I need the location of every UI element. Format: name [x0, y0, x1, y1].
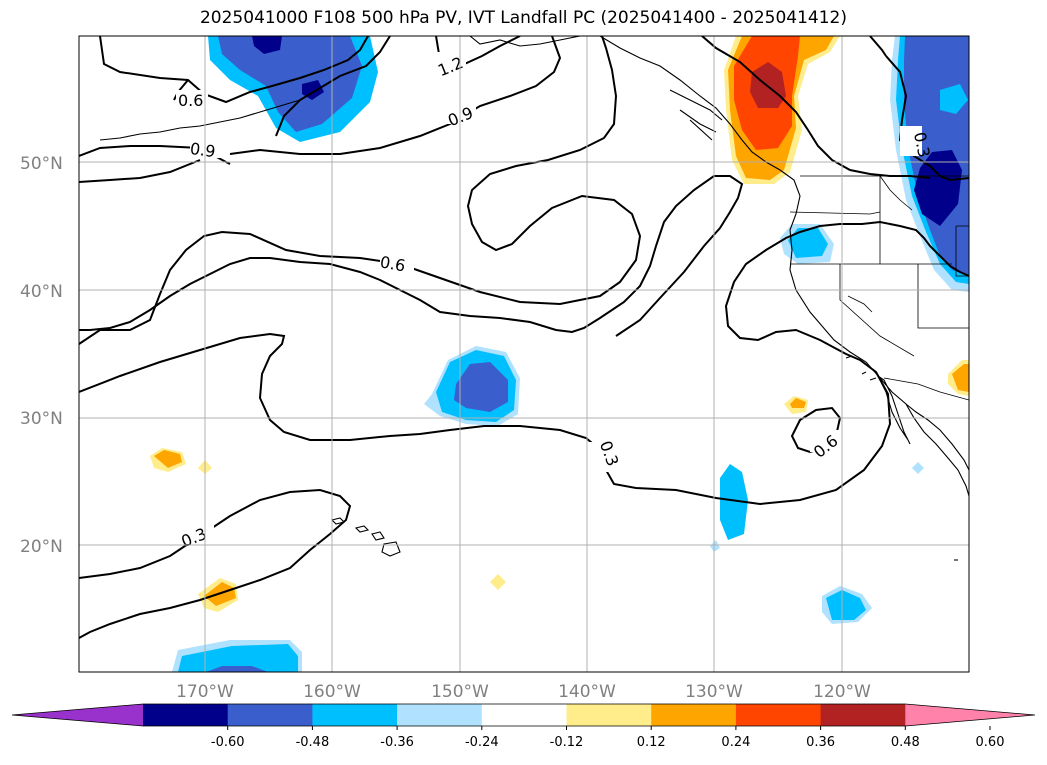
lon-label-170w: 170°W: [176, 682, 234, 702]
positive-anomaly-d: [490, 574, 506, 590]
contour-0-6-east-tail: [869, 36, 887, 57]
political-borders: [789, 175, 969, 401]
lat-label-30n: 30°N: [20, 409, 63, 429]
state-border-wa-or: [789, 211, 881, 215]
pv-anomaly-fills: [150, 36, 969, 672]
negative-anomaly-aleutian-core: [218, 36, 362, 132]
lon-label-160w: 160°W: [303, 682, 361, 702]
latitude-labels: 50°N 40°N 30°N 20°N: [20, 154, 63, 557]
colorbar-segment: [397, 704, 483, 726]
contour-0-6-nw: [99, 36, 369, 104]
sierra-detail: [847, 295, 873, 313]
contour-label-0-9-b: 0.9: [189, 139, 217, 161]
colorbar-segment: [735, 704, 822, 726]
lat-label-40n: 40°N: [20, 282, 63, 302]
aleutian-chain: [99, 99, 301, 141]
map-frame: [78, 35, 970, 673]
us-mexico-border: [883, 377, 969, 401]
lat-label-50n: 50°N: [20, 154, 63, 174]
negative-anomaly-east-cyan-hole: [940, 84, 968, 114]
colorbar-segment: [227, 704, 313, 726]
negative-anomaly-central-core: [454, 362, 508, 412]
contour-label-0-6-a: 0.6: [178, 91, 203, 110]
colorbar-tick-label: -0.48: [296, 735, 330, 750]
colorbar-outline: [11, 703, 1036, 727]
colorbar-extend-max: [905, 704, 1035, 726]
colorbar-segment: [566, 704, 652, 726]
colorbar-segment: [143, 704, 229, 726]
negative-anomaly-bottom-core: [178, 644, 298, 672]
state-border-nv-az: [917, 264, 969, 329]
gridlines: [79, 36, 969, 672]
colorbar-segment: [820, 704, 906, 726]
contour-0-6-main: [79, 36, 642, 345]
positive-anomaly-e-core: [790, 398, 806, 408]
colorbar-segment: [312, 704, 398, 726]
map-background: [79, 36, 969, 672]
negative-anomaly-east-deep: [914, 150, 962, 226]
colorbar-tick-label: 0.60: [976, 735, 1005, 750]
colorbar-segment: [651, 704, 737, 726]
positive-anomaly-nw-dark: [750, 62, 786, 108]
longitude-labels: 170°W 160°W 150°W 140°W 130°W 120°W: [176, 682, 871, 702]
contour-label-0-3-b: 0.3: [910, 130, 934, 159]
contour-0-3-main: [79, 220, 969, 506]
colorbar-tick-label: 0.24: [721, 735, 750, 750]
lon-label-130w: 130°W: [685, 682, 743, 702]
lat-label-20n: 20°N: [20, 537, 63, 557]
contour-0-9-b: [79, 159, 201, 183]
contour-1-2: [275, 36, 391, 137]
colorbar-tick-label: 0.36: [806, 735, 835, 750]
negative-anomaly-130w-edge: [710, 540, 720, 552]
colorbar: -0.60 -0.48 -0.36 -0.24 -0.12 0.12 0.24 0.36 0.4…: [11, 703, 1036, 750]
map-content: 0.6 1.2 0.9 0.9 0.6 0.3 0.3 0.6 0.3: [79, 36, 969, 672]
negative-anomaly-tiny: [912, 462, 924, 474]
baja-peninsula: [876, 374, 911, 445]
contour-0-6-east: [790, 406, 842, 454]
negative-anomaly-120w-core: [826, 590, 866, 620]
contour-label-0-6-b: 0.6: [379, 252, 407, 275]
north-america-coastline: [599, 36, 969, 497]
colorbar-tick-label: -0.60: [211, 735, 245, 750]
bc-islands: [669, 89, 723, 141]
negative-anomaly-california-core: [788, 228, 828, 258]
contour-nw-coast: [701, 36, 931, 179]
state-border-ca-nv: [839, 264, 915, 357]
state-border-ut: [955, 225, 969, 277]
colorbar-tick-label: 0.48: [891, 735, 920, 750]
contour-0-3-inner: [79, 175, 744, 337]
positive-anomaly-f-core: [952, 364, 969, 392]
colorbar-segment: [481, 704, 567, 726]
gulf-coast: [905, 403, 969, 471]
lon-label-140w: 140°W: [558, 682, 616, 702]
negative-anomaly-bottom-deep: [206, 666, 268, 672]
colorbar-tick-label: -0.36: [380, 735, 414, 750]
colorbar-tick-label: -0.24: [465, 735, 499, 750]
map-title: 2025041000 F108 500 hPa PV, IVT Landfall…: [199, 8, 847, 28]
lon-label-150w: 150°W: [431, 682, 489, 702]
colorbar-tick-label: -0.12: [550, 735, 584, 750]
colorbar-tick-label: 0.12: [637, 735, 666, 750]
colorbar-extend-min: [12, 704, 143, 726]
lon-label-120w: 120°W: [813, 682, 871, 702]
positive-anomaly-a-core: [154, 450, 182, 468]
negative-anomaly-130w: [720, 464, 748, 540]
province-border: [879, 175, 913, 211]
negative-anomaly-aleutian-deep1: [252, 36, 282, 54]
alaska-coastline: [469, 36, 581, 47]
